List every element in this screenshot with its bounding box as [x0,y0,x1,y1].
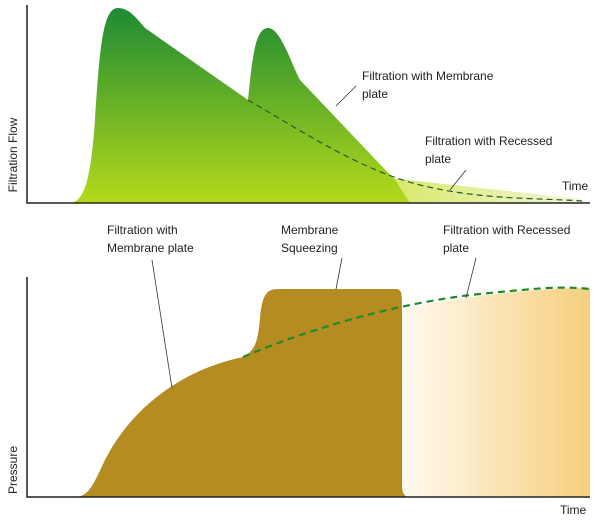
recessed-area [402,288,590,497]
annotation: Filtration with Recessed [443,223,570,237]
recessed-dashed [242,286,591,359]
annotation: Membrane plate [107,241,194,255]
axes [26,5,590,204]
recessed-dashed [247,99,583,202]
x-label: Time [562,179,589,193]
leader [335,257,343,290]
bottom-panel: Pressure Time Filtration with Membrane p… [6,223,591,517]
annotation: plate [362,87,388,101]
y-label: Pressure [6,446,20,494]
leader [335,85,357,107]
annotation: plate [425,152,451,166]
y-label: Filtration Flow [6,117,20,192]
annotation: plate [443,241,469,255]
leader [151,259,173,389]
leader [465,257,477,299]
annotation: Membrane [281,223,339,237]
annotation: Filtration with [107,223,178,237]
membrane-pressure [75,289,410,497]
leader [449,169,467,191]
top-panel: Filtration Flow Time Filtration with Mem… [6,5,590,204]
x-label: Time [560,503,587,517]
axes [26,277,590,498]
membrane-flow [68,8,410,203]
annotation: Filtration with Recessed [425,134,552,148]
annotation: Filtration with Membrane [362,69,494,83]
recessed-tail [390,178,585,203]
annotation: Squeezing [281,241,338,255]
